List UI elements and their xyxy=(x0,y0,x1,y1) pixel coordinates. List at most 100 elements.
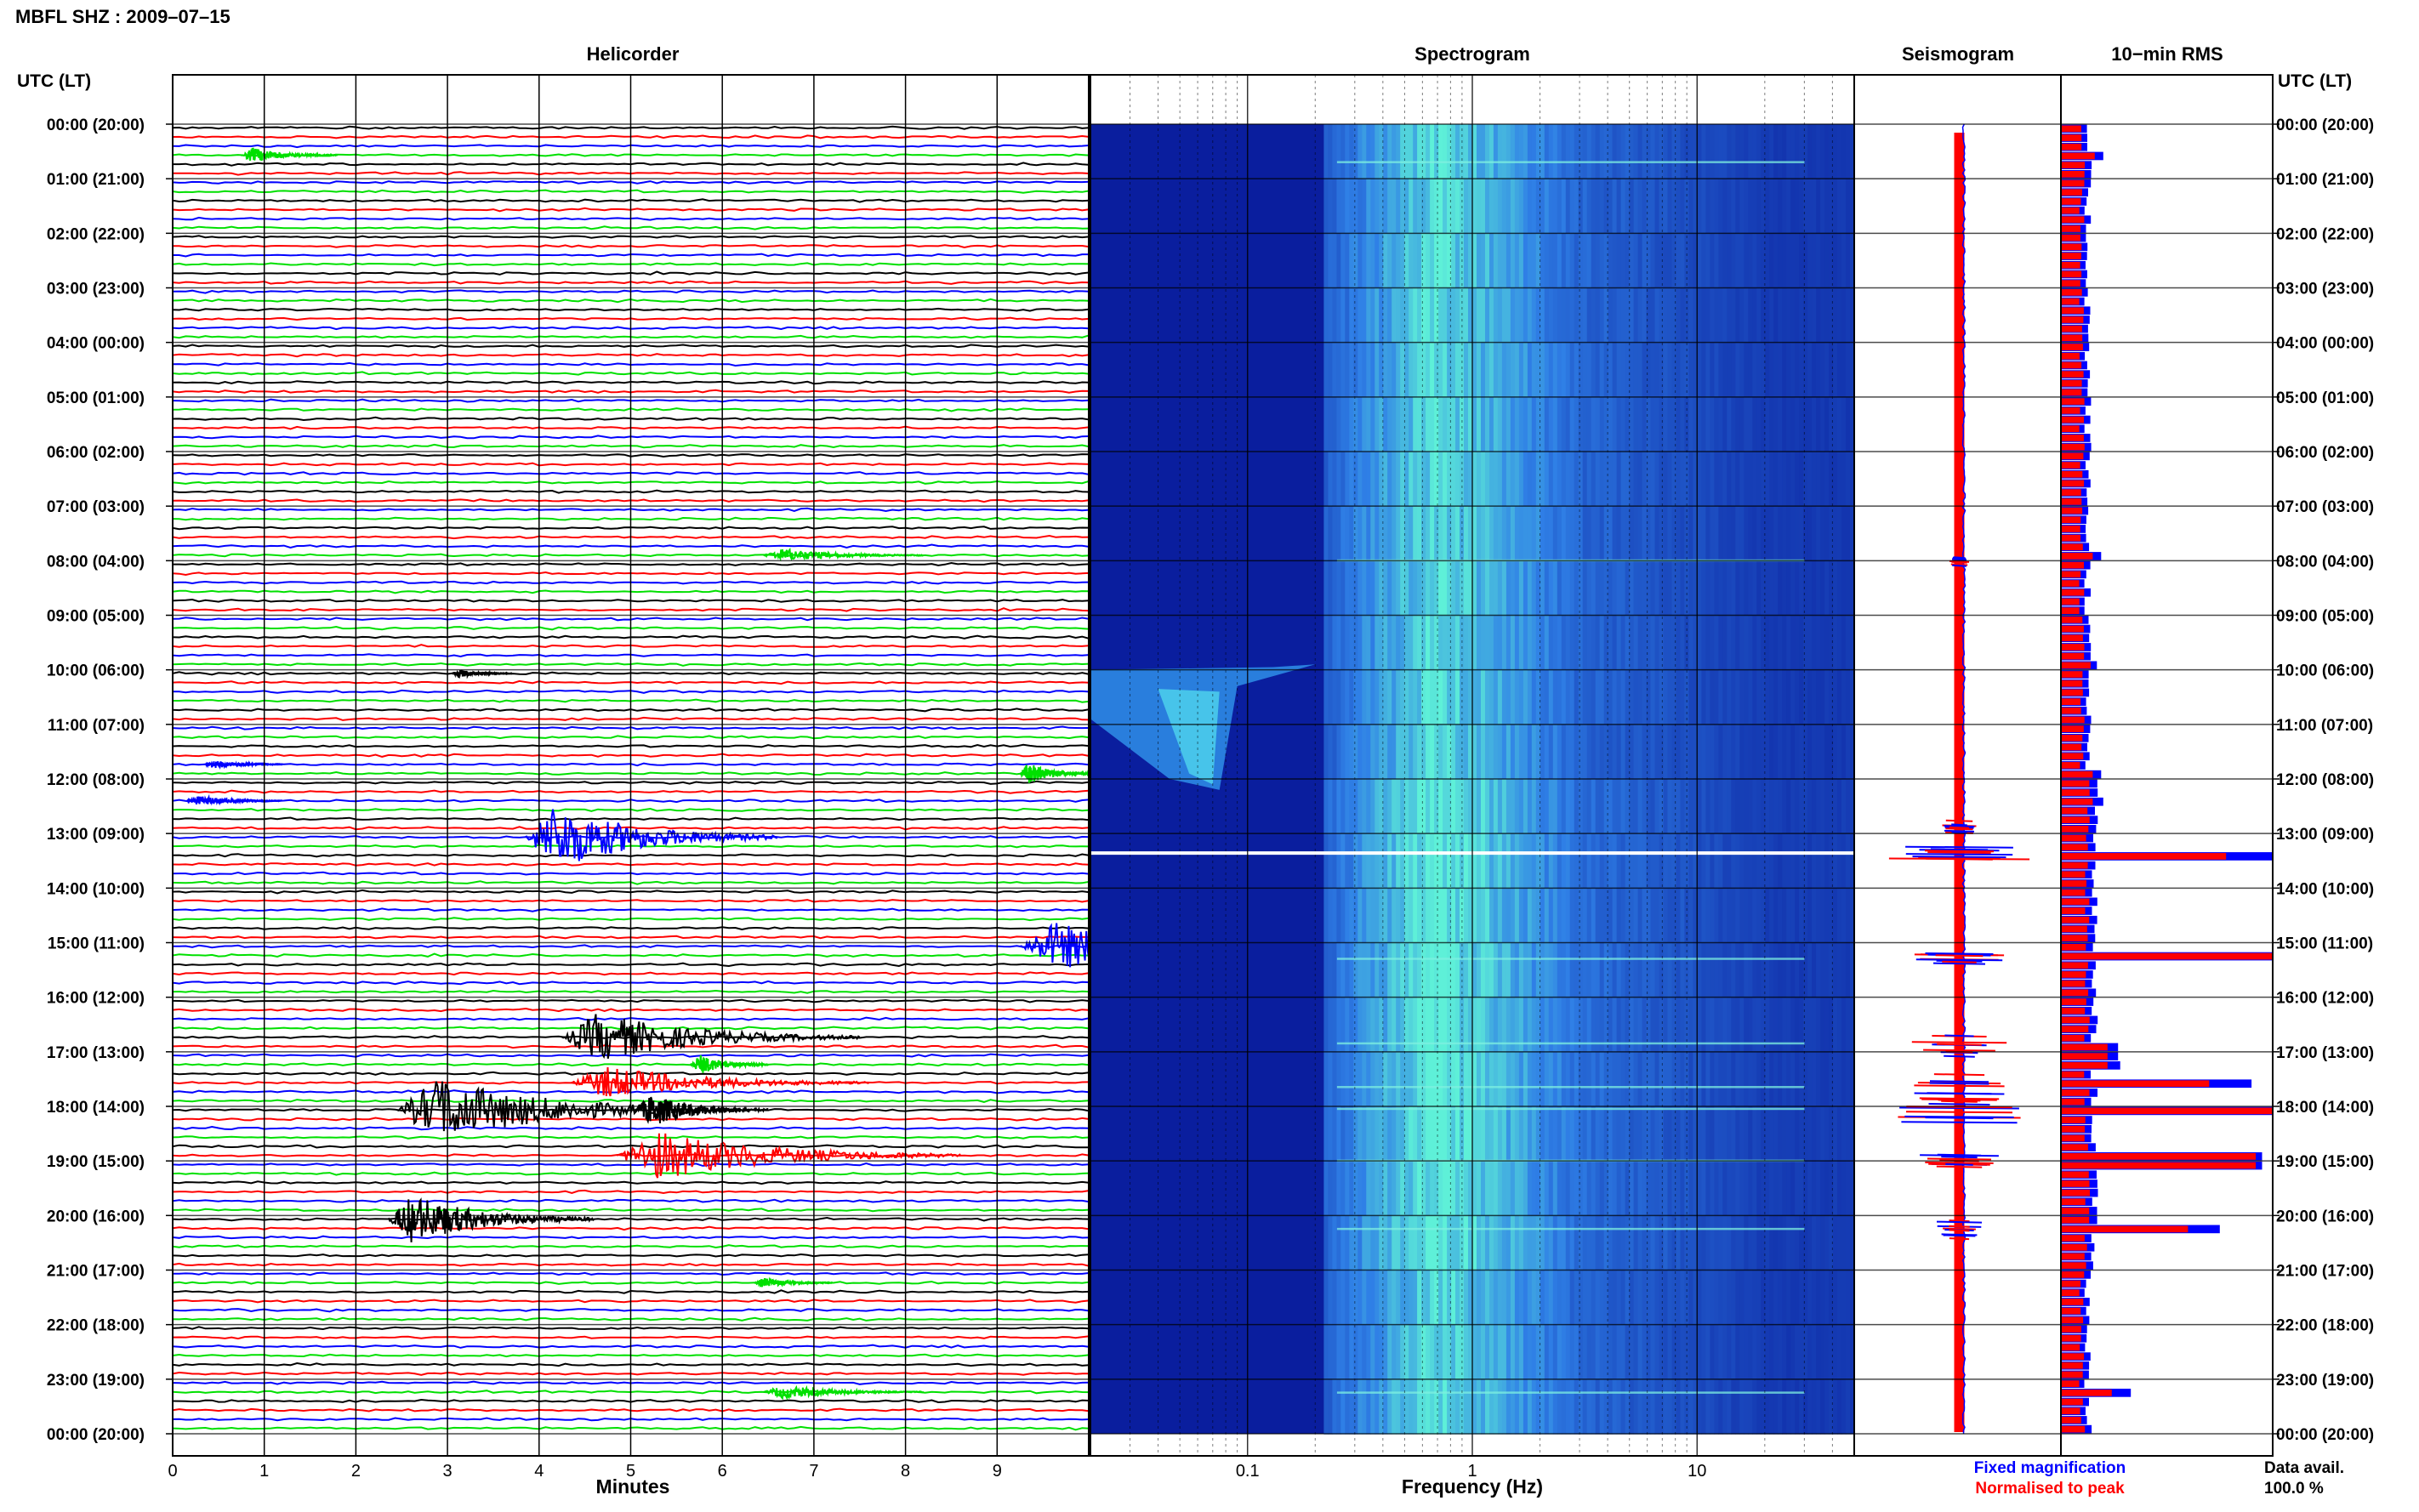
spectrogram-cell xyxy=(1671,287,1677,344)
spectrogram-cell xyxy=(1426,233,1431,289)
spectrogram-cell xyxy=(1501,1378,1507,1435)
spectrogram-cell xyxy=(1701,1324,1706,1380)
spectrogram-cell xyxy=(1574,615,1579,671)
spectrogram-cell xyxy=(1599,342,1605,398)
spectrogram-cell xyxy=(1680,1161,1686,1216)
spectrogram-cell xyxy=(1434,1378,1439,1435)
seismogram-spike xyxy=(1936,1165,1983,1168)
spectrogram-cell xyxy=(1430,942,1435,998)
spectrogram-cell xyxy=(1616,1324,1622,1380)
spectrogram-cell xyxy=(1460,1378,1465,1435)
rms-bar-normalised xyxy=(2061,425,2080,433)
spectrogram-cell xyxy=(1769,124,1774,179)
spectrogram-cell xyxy=(1489,124,1494,179)
spectrogram-cell xyxy=(1544,124,1550,179)
spectrogram-cell xyxy=(1468,888,1473,944)
spectrogram-cell xyxy=(1366,1106,1371,1162)
spectrogram-cell xyxy=(1400,560,1405,617)
spectrogram-cell xyxy=(1460,1051,1465,1107)
spectrogram-cell xyxy=(1565,506,1571,561)
spectrogram-cell xyxy=(1684,124,1689,179)
spectrogram-cell xyxy=(1527,560,1533,617)
spectrogram-cell xyxy=(1625,452,1631,507)
spectrogram-cell xyxy=(1620,179,1626,234)
spectrogram-cell xyxy=(1769,396,1774,452)
spectrogram-cell xyxy=(1646,1106,1652,1162)
spectrogram-cell xyxy=(1434,506,1439,561)
spectrogram-cell xyxy=(1523,669,1528,725)
spectrogram-cell xyxy=(1328,724,1333,780)
spectrogram-cell xyxy=(1786,1215,1791,1271)
spectrogram-cell xyxy=(1451,560,1456,617)
spectrogram-cell xyxy=(1807,1106,1813,1162)
spectrogram-cell xyxy=(1603,669,1609,725)
spectrogram-cell xyxy=(1833,506,1838,561)
spectrogram-cell xyxy=(1561,233,1567,289)
spectrogram-cell xyxy=(1812,1051,1817,1107)
spectrogram-cell xyxy=(1565,888,1571,944)
spectrogram-cell xyxy=(1387,1215,1392,1271)
spectrogram-cell xyxy=(1336,1215,1341,1271)
spectrogram-cell xyxy=(1701,287,1706,344)
spectrogram-cell xyxy=(1383,779,1388,834)
spectrogram-cell xyxy=(1396,669,1401,725)
spectrogram-cell xyxy=(1799,1378,1804,1435)
spectrogram-cell xyxy=(1718,452,1723,507)
spectrogram-cell xyxy=(1332,179,1337,234)
spectrogram-cell xyxy=(1332,342,1337,398)
spectrogram-cell xyxy=(1816,1378,1821,1435)
spectrogram-cell xyxy=(1396,124,1401,179)
spectrogram-cell xyxy=(1824,1378,1830,1435)
spectrogram-cell xyxy=(1684,342,1689,398)
spectrogram-cell xyxy=(1464,669,1469,725)
spectrogram-cell xyxy=(1340,506,1346,561)
spectrogram-cell xyxy=(1387,179,1392,234)
spectrogram-cell xyxy=(1786,942,1791,998)
spectrogram-cell xyxy=(1387,997,1392,1053)
spectrogram-cell xyxy=(1773,779,1779,834)
spectrogram-cell xyxy=(1616,997,1622,1053)
spectrogram-cell xyxy=(1548,669,1554,725)
spectrogram-cell xyxy=(1837,233,1842,289)
time-label-left: 06:00 (02:00) xyxy=(47,444,145,462)
spectrogram-cell xyxy=(1612,833,1618,889)
rms-bar-normalised xyxy=(2061,598,2080,605)
spectrogram-cell xyxy=(1807,179,1813,234)
spectrogram-cell xyxy=(1803,233,1808,289)
spectrogram-cell xyxy=(1332,997,1337,1053)
spectrogram-cell xyxy=(1748,779,1753,834)
rms-bar-normalised xyxy=(2061,1326,2081,1333)
spectrogram-cell xyxy=(1400,124,1405,179)
spectrogram-cell xyxy=(1493,452,1499,507)
spectrogram-cell xyxy=(1421,1324,1426,1380)
spectrogram-cell xyxy=(1790,560,1796,617)
spectrogram-cell xyxy=(1362,833,1367,889)
spectrogram-cell xyxy=(1748,452,1753,507)
spectrogram-cell xyxy=(1443,942,1448,998)
spectrogram-cell xyxy=(1434,724,1439,780)
spectrogram-cell xyxy=(1667,724,1673,780)
rms-bar-normalised xyxy=(2061,1344,2080,1351)
spectrogram-cell xyxy=(1714,396,1719,452)
spectrogram-cell xyxy=(1514,1324,1520,1380)
spectrogram-cell xyxy=(1752,1378,1757,1435)
spectrogram-cell xyxy=(1599,669,1605,725)
spectrogram-cell xyxy=(1505,615,1511,671)
spectrogram-cell xyxy=(1392,233,1397,289)
spectrogram-cell xyxy=(1413,1378,1418,1435)
spectrogram-cell xyxy=(1727,1324,1732,1380)
spectrogram-cell xyxy=(1404,287,1409,344)
spectrogram-cell xyxy=(1548,1378,1554,1435)
spectrogram-cell xyxy=(1477,506,1482,561)
seismogram-spike xyxy=(1905,1111,2013,1114)
spectrogram-cell xyxy=(1400,997,1405,1053)
spectrogram-cell xyxy=(1565,1270,1571,1326)
spectrogram-cell xyxy=(1812,888,1817,944)
spectrogram-cell xyxy=(1718,724,1723,780)
spectrogram-cell xyxy=(1501,888,1507,944)
spectrogram-cell xyxy=(1616,1106,1622,1162)
spectrogram-cell xyxy=(1816,779,1821,834)
spectrogram-cell xyxy=(1379,287,1384,344)
spectrogram-cell xyxy=(1409,506,1414,561)
spectrogram-cell xyxy=(1786,1106,1791,1162)
